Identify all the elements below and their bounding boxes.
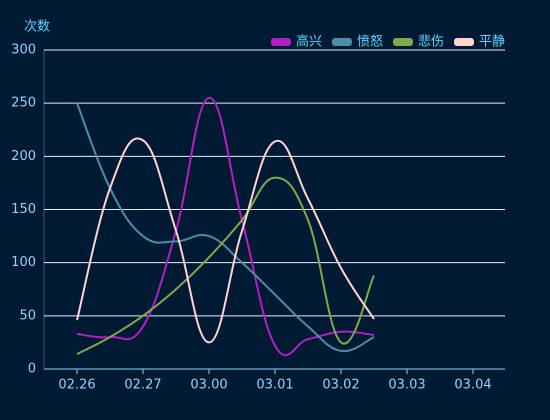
y-tick-label: 200 (11, 149, 36, 164)
x-tick-label: 02.26 (58, 378, 95, 393)
x-tick-label: 03.02 (322, 378, 359, 393)
legend-label: 悲伤 (418, 34, 444, 50)
x-tick-label: 03.03 (388, 378, 425, 393)
y-axis-title: 次数 (24, 19, 50, 35)
series-line (76, 96, 375, 357)
legend-label: 愤怒 (357, 35, 383, 50)
y-tick-label: 150 (11, 202, 36, 217)
legend-label: 平静 (479, 35, 505, 50)
x-tick-label: 03.01 (256, 378, 293, 393)
legend-swatch (331, 38, 352, 46)
legend-swatch (453, 38, 474, 46)
legend-label: 高兴 (296, 34, 322, 50)
y-tick-label: 0 (28, 362, 36, 377)
y-tick-label: 300 (11, 43, 36, 58)
y-tick-label: 50 (19, 308, 36, 323)
x-tick-label: 03.00 (190, 378, 227, 393)
x-tick-label: 02.27 (124, 378, 161, 393)
x-tick-label: 03.04 (454, 378, 491, 393)
series-line (76, 137, 375, 344)
y-tick-label: 100 (11, 255, 36, 270)
legend-swatch (392, 38, 413, 46)
legend-swatch (270, 38, 291, 46)
series-line (76, 176, 375, 356)
y-tick-label: 250 (11, 96, 36, 111)
